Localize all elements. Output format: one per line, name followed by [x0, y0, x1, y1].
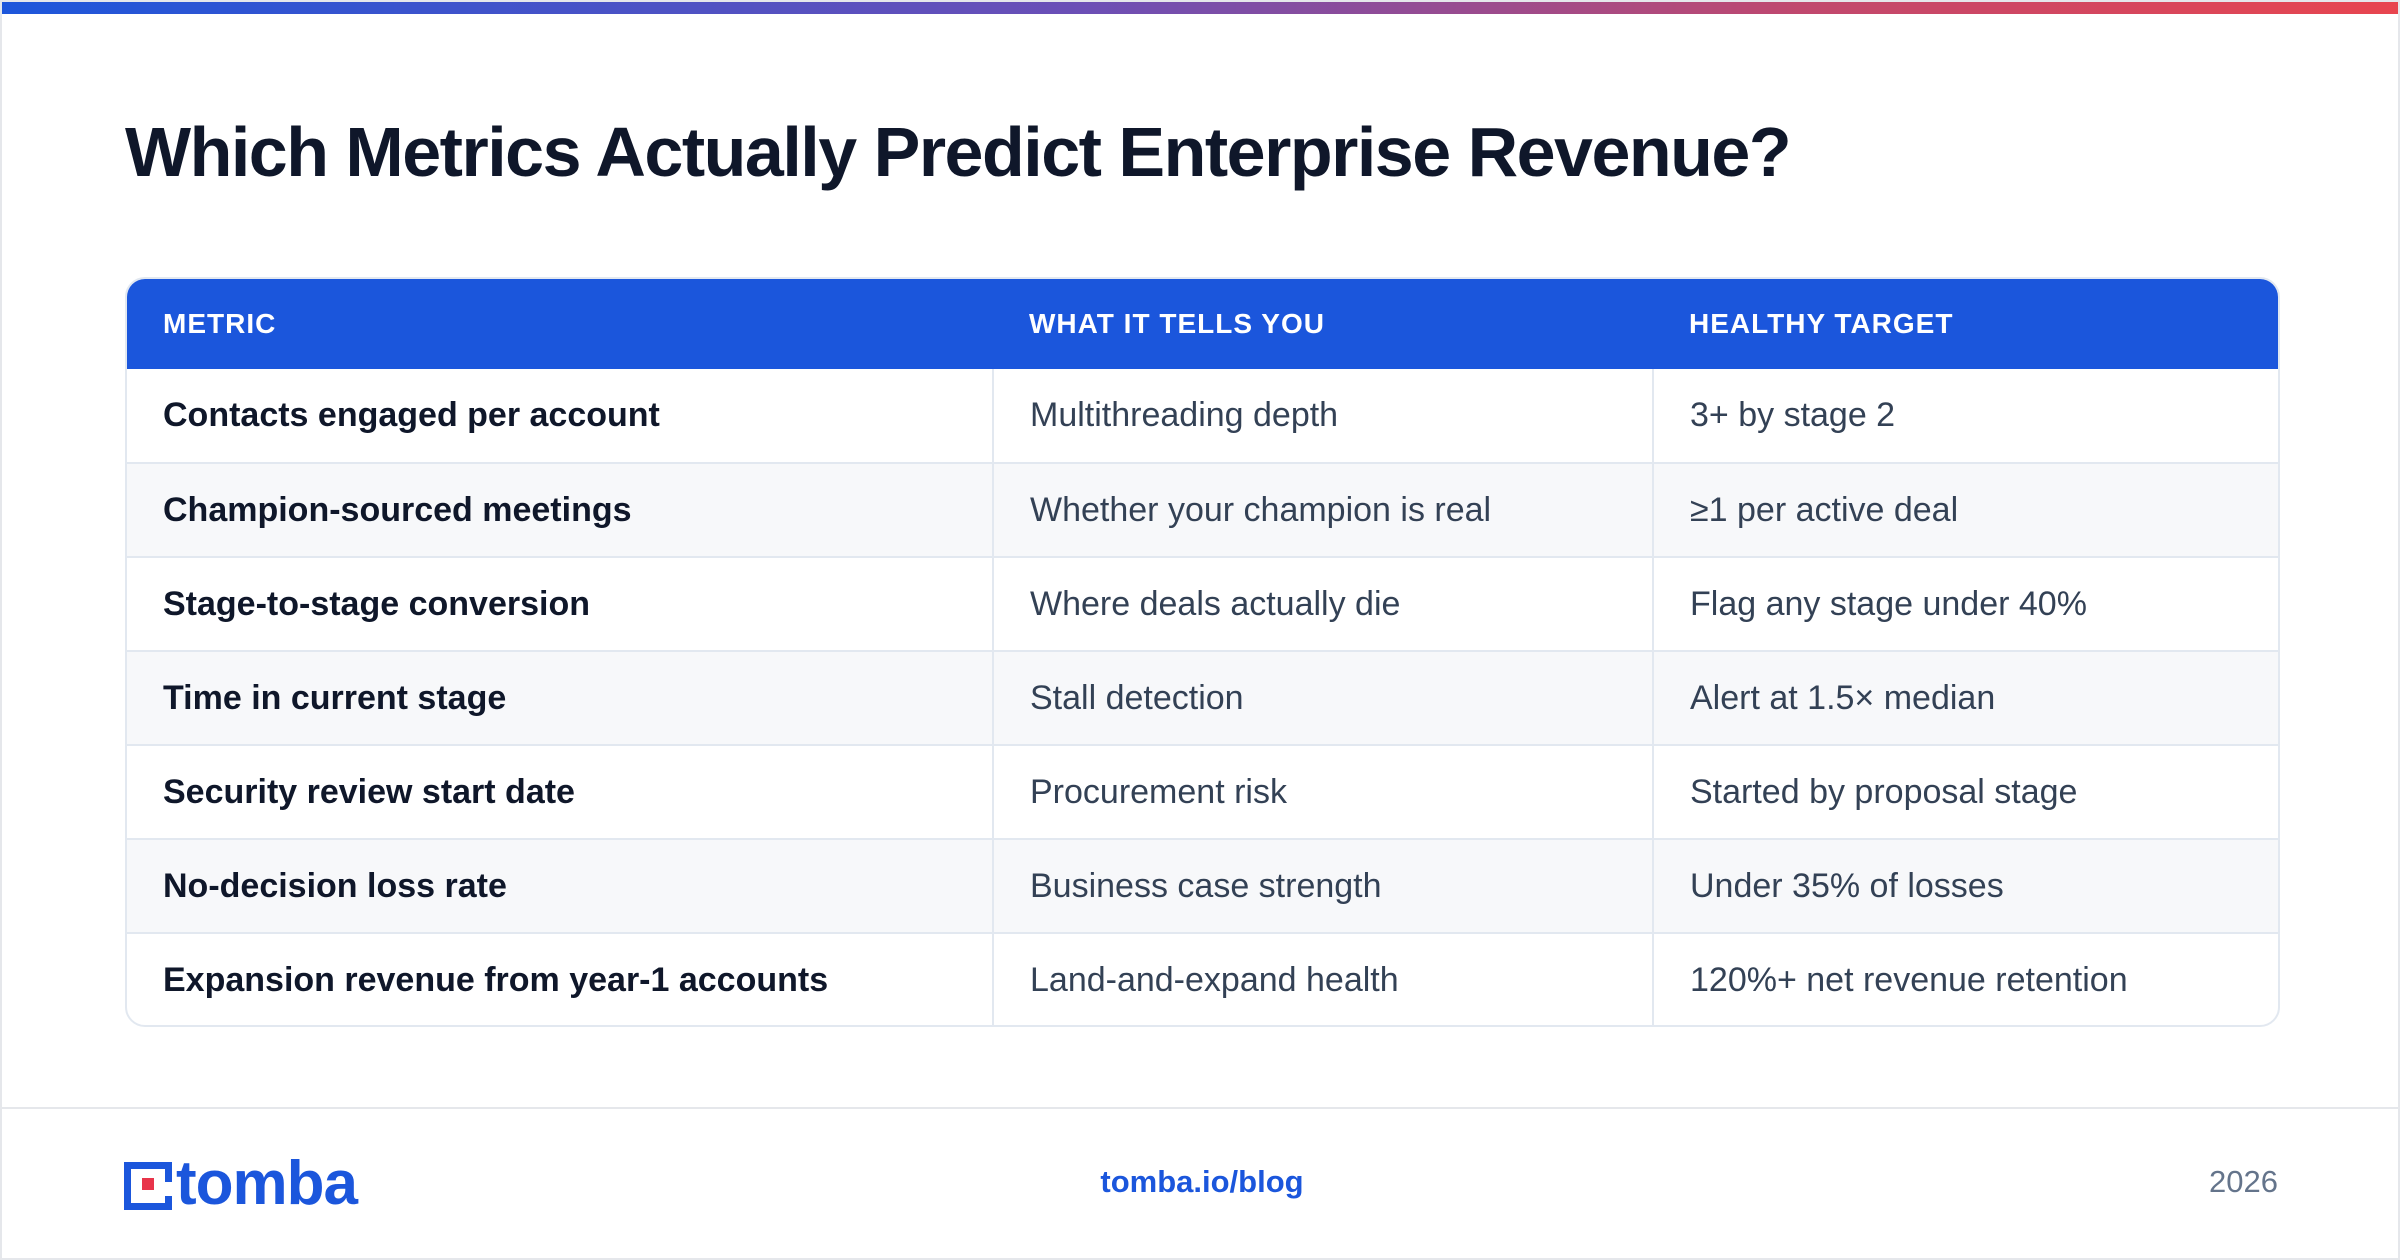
header-what-it-tells-you: WHAT IT TELLS YOU — [1029, 308, 1325, 339]
meaning-cell: Business case strength — [992, 839, 1653, 933]
table-row: Time in current stage Stall detection Al… — [127, 651, 2278, 745]
metrics-table-container: METRIC WHAT IT TELLS YOU HEALTHY TARGET … — [125, 277, 2280, 1027]
metric-cell: Expansion revenue from year-1 accounts — [163, 961, 829, 999]
metric-cell: Time in current stage — [163, 678, 507, 717]
target-cell: 120%+ net revenue retention — [1652, 933, 2278, 1025]
table-row: No-decision loss rate Business case stre… — [127, 839, 2278, 933]
target-cell: Alert at 1.5× median — [1652, 651, 2278, 745]
metric-cell: Stage-to-stage conversion — [163, 584, 590, 623]
tomba-logo-icon — [124, 1162, 172, 1210]
metric-cell: Contacts engaged per account — [163, 396, 660, 434]
metrics-table: METRIC WHAT IT TELLS YOU HEALTHY TARGET … — [127, 279, 2278, 1025]
tomba-logo: tomba — [124, 1149, 358, 1218]
metric-cell: No-decision loss rate — [163, 866, 507, 905]
meaning-cell: Procurement risk — [992, 745, 1653, 839]
header-healthy-target: HEALTHY TARGET — [1689, 308, 1954, 339]
logo-wordmark: tomba — [176, 1149, 358, 1218]
table-row: Contacts engaged per account Multithread… — [127, 369, 2278, 463]
meaning-cell: Whether your champion is real — [992, 463, 1653, 557]
page-title: Which Metrics Actually Predict Enterpris… — [125, 113, 1792, 191]
table-row: Champion-sourced meetings Whether your c… — [127, 463, 2278, 557]
footer-divider — [2, 1107, 2398, 1109]
meaning-cell: Stall detection — [992, 651, 1653, 745]
meaning-cell: Where deals actually die — [992, 557, 1653, 651]
table-row: Stage-to-stage conversion Where deals ac… — [127, 557, 2278, 651]
target-cell: ≥1 per active deal — [1652, 463, 2278, 557]
table-header-row: METRIC WHAT IT TELLS YOU HEALTHY TARGET — [127, 279, 2278, 369]
target-cell: Flag any stage under 40% — [1652, 557, 2278, 651]
blog-link[interactable]: tomba.io/blog — [1100, 1164, 1304, 1199]
metric-cell: Security review start date — [163, 772, 575, 811]
target-cell: Under 35% of losses — [1652, 839, 2278, 933]
table-row: Expansion revenue from year-1 accounts L… — [127, 933, 2278, 1025]
top-gradient-bar — [2, 2, 2398, 14]
header-metric: METRIC — [163, 308, 277, 339]
meaning-cell: Land-and-expand health — [992, 933, 1653, 1025]
target-cell: Started by proposal stage — [1652, 745, 2278, 839]
target-cell: 3+ by stage 2 — [1652, 369, 2278, 463]
meaning-cell: Multithreading depth — [992, 369, 1653, 463]
footer-year: 2026 — [2209, 1164, 2278, 1199]
metric-cell: Champion-sourced meetings — [163, 490, 632, 529]
table-row: Security review start date Procurement r… — [127, 745, 2278, 839]
